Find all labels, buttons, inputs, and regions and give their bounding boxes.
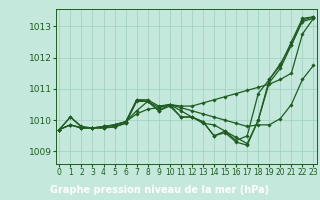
Text: Graphe pression niveau de la mer (hPa): Graphe pression niveau de la mer (hPa)	[51, 185, 269, 195]
